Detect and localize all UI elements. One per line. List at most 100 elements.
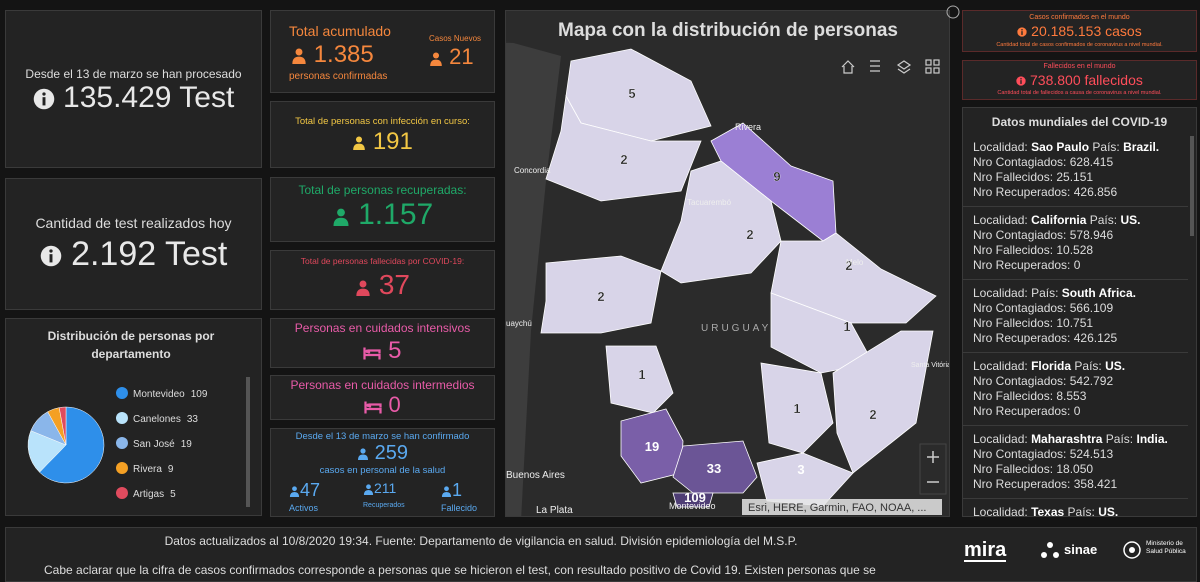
department-count: 2 (746, 227, 753, 242)
map: Mapa con la distribución de personas Esr… (506, 11, 949, 516)
shape (357, 442, 369, 465)
deaths-label: Nro Fallecidos: (973, 389, 1054, 403)
department-count: 3 (797, 462, 804, 477)
legend-label: Rivera 9 (133, 464, 174, 475)
deaths-label: Nro Fallecidos: (973, 170, 1054, 184)
staff-item-icon (289, 480, 300, 500)
recovered-label: Nro Recuperados: (973, 404, 1071, 418)
country-name: US. (1105, 359, 1126, 373)
tests-total-value: 135.429 Test (63, 81, 235, 114)
legend-value: 9 (168, 464, 174, 475)
shape (355, 271, 371, 303)
fullscreen-icon (946, 5, 960, 19)
pie-slice (39, 406, 105, 484)
total-row: 1.385 (291, 41, 374, 70)
city-name: Florida (1031, 359, 1072, 373)
new-cases-value: 21 (449, 44, 474, 69)
entry-cases: Nro Contagiados: 628.415 (973, 155, 1178, 170)
recovered-label: Nro Recuperados: (973, 185, 1071, 199)
person-icon (333, 208, 349, 227)
world-cases-row: 20.185.153 casos (963, 23, 1196, 39)
tests-today-card: Cantidad de test realizados hoy 2.192 Te… (5, 178, 262, 310)
recovered-value: 358.421 (1073, 477, 1118, 491)
deaths-value: 18.050 (1056, 462, 1094, 476)
active-row: 191 (271, 128, 494, 157)
legend-category: San José (133, 439, 175, 450)
legend-swatch (116, 487, 128, 499)
department (672, 492, 714, 508)
staff-item-number: 47 (300, 480, 321, 500)
deceased-title: Total de personas fallecidas por COVID-1… (300, 256, 465, 266)
tests-total-card: Desde el 13 de marzo se han procesado 13… (5, 10, 262, 168)
layers-button[interactable] (896, 60, 912, 74)
shape (353, 143, 365, 151)
shape (1020, 78, 1022, 80)
zoom-in[interactable] (927, 451, 939, 463)
staff-value: 259 (374, 442, 408, 464)
new-cases-row: 21 (429, 44, 474, 71)
staff-card: Desde el 13 de marzo se han confirmado 2… (270, 428, 495, 517)
shape (336, 208, 345, 217)
department (545, 94, 702, 202)
intermediate-title: Personas en cuidados intermedios (290, 378, 475, 392)
icu-value: 5 (388, 337, 402, 364)
city-name: California (1031, 213, 1087, 227)
city-label: Localidad: (973, 286, 1028, 300)
country-label: País: (1074, 359, 1102, 373)
deceased-row: 37 (271, 269, 494, 303)
legend-swatch (116, 437, 128, 449)
recovered-row: 1.157 (271, 198, 494, 233)
icu-title: Personas en cuidados intensivos (294, 321, 471, 335)
staff-item-number: 1 (452, 480, 463, 500)
country-name: US. (1098, 505, 1119, 517)
deaths-value: 10.528 (1056, 243, 1094, 257)
deceased-card: Total de personas fallecidas por COVID-1… (270, 250, 495, 310)
legend-label: San José 19 (133, 439, 192, 450)
recovered-card: Total de personas recuperadas: 1.157 (270, 177, 495, 242)
place-label: Montevideo (669, 501, 716, 511)
land (506, 41, 561, 516)
basemap-button[interactable] (925, 67, 932, 74)
sinae-icon (1041, 542, 1059, 558)
city-label: Localidad: (973, 213, 1028, 227)
person-icon (292, 48, 306, 65)
department (605, 345, 674, 414)
person-icon (358, 448, 369, 460)
staff-item-value: 211 (363, 480, 396, 496)
legend-category: Artigas (133, 489, 164, 500)
department-count: 2 (597, 289, 604, 304)
shape (366, 484, 371, 489)
legend-category: Canelones (133, 414, 181, 425)
map-card: Mapa con la distribución de personas Esr… (505, 10, 950, 517)
cases-label: Nro Contagiados: (973, 155, 1067, 169)
legend-button[interactable] (870, 60, 880, 72)
intermediate-value: 0 (388, 392, 401, 417)
staff-subtitle: casos en personal de la salud (319, 465, 446, 476)
recovered-value: 0 (1073, 258, 1081, 272)
fullscreen-button[interactable] (946, 5, 960, 19)
footer-note: Cabe aclarar que la cifra de casos confi… (44, 563, 876, 577)
world-entry: Localidad: California País: US. Nro Conta… (963, 207, 1188, 280)
shape (1123, 541, 1141, 559)
world-cases-note: Cantidad total de casos confirmados de c… (996, 42, 1163, 48)
shape (352, 129, 366, 157)
basemap-button[interactable] (925, 59, 932, 66)
map-title: Mapa con la distribución de personas (558, 20, 898, 41)
staff-item-number: 211 (374, 480, 397, 496)
info-icon (33, 88, 54, 110)
new-cases-label: Casos Nuevos (429, 34, 482, 43)
world-entry: Localidad: Sao Paulo País: Brazil. Nro Co… (963, 134, 1188, 207)
home-button[interactable] (841, 60, 855, 74)
recovered-value: 426.856 (1073, 185, 1118, 199)
entry-recovered: Nro Recuperados: 426.125 (973, 331, 1178, 346)
person-icon (356, 280, 370, 297)
tests-total-row: 135.429 Test (6, 81, 261, 115)
tests-today-label: Cantidad de test realizados hoy (35, 215, 232, 231)
basemap-button[interactable] (933, 59, 940, 66)
entry-recovered: Nro Recuperados: 358.421 (973, 477, 1178, 492)
cases-value: 542.792 (1069, 374, 1114, 388)
shape (358, 454, 369, 460)
country-name: South Africa. (1061, 286, 1136, 300)
basemap-button[interactable] (933, 67, 940, 74)
